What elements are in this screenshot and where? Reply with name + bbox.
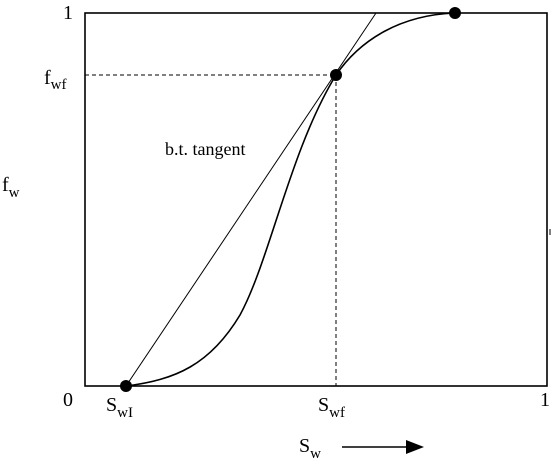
fractional-flow-curve xyxy=(125,12,456,387)
fwf-label-main: f xyxy=(44,67,51,89)
y-tick-0: 0 xyxy=(63,389,73,411)
x-axis-label-sub: w xyxy=(310,446,321,462)
fwf-label-sub: wf xyxy=(51,77,67,93)
x-direction-arrow-icon xyxy=(342,440,424,454)
curve-end-point xyxy=(449,7,461,19)
swi-label-sub: wI xyxy=(117,405,133,421)
swi-point xyxy=(120,380,132,392)
plot-frame xyxy=(84,12,548,387)
x-tick-1: 1 xyxy=(540,389,550,411)
swf-label-sub: wf xyxy=(329,405,345,421)
swf-label-main: S xyxy=(318,394,329,416)
bt-tangent-annotation: b.t. tangent xyxy=(165,139,245,159)
y-axis-label-main: f xyxy=(2,174,9,196)
fwf-label: fwf xyxy=(44,67,67,93)
tangency-point xyxy=(330,69,342,81)
y-tick-1: 1 xyxy=(63,2,73,24)
y-axis-label: fw xyxy=(2,174,20,201)
swf-label: Swf xyxy=(318,394,345,421)
x-axis-label: Sw xyxy=(299,435,321,462)
swi-label: SwI xyxy=(106,394,133,421)
x-axis-label-main: S xyxy=(299,435,310,457)
bt-tangent-line xyxy=(125,12,377,387)
swi-label-main: S xyxy=(106,394,117,416)
y-axis-label-sub: w xyxy=(9,185,20,201)
